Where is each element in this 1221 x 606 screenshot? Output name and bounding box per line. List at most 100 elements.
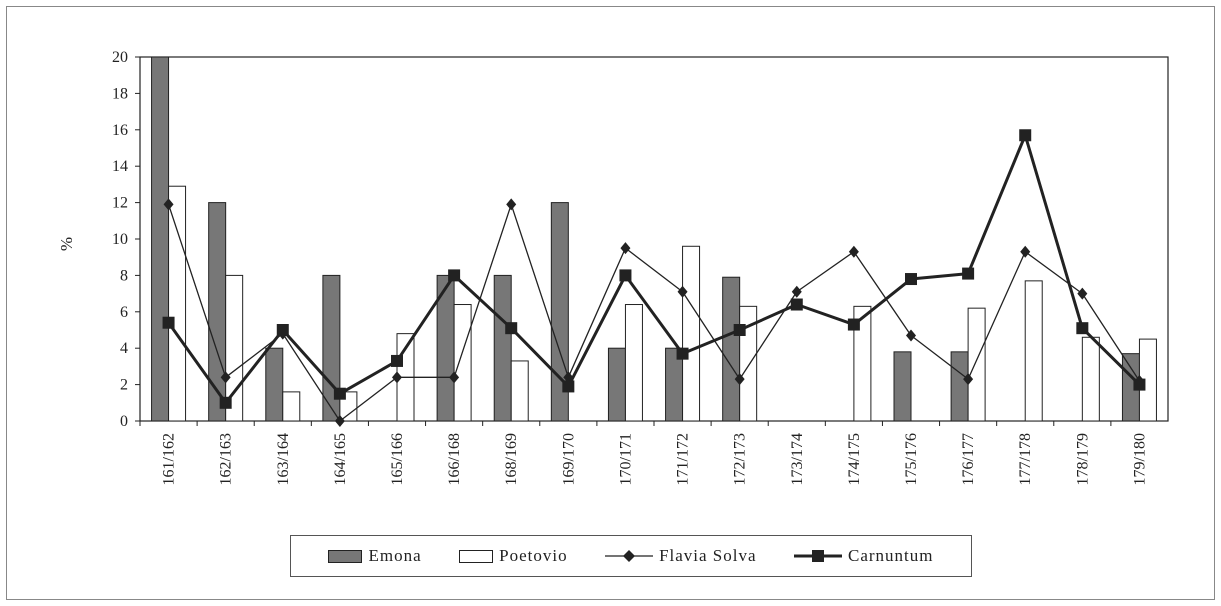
y-tick-label: 10 (112, 231, 128, 248)
bar-poetovio (853, 305, 872, 422)
point-flavia-solva (1020, 245, 1031, 258)
bar-poetovio (1024, 280, 1043, 422)
bar-emona (265, 347, 284, 422)
point-carnuntum (1076, 322, 1089, 335)
legend-swatch-emona (328, 549, 363, 563)
legend: Emona Poetovio Flavia Solva Carnuntum (290, 535, 972, 577)
point-carnuntum (562, 380, 575, 393)
bar-emona (950, 351, 969, 422)
point-carnuntum (905, 273, 917, 286)
bar-poetovio (168, 185, 187, 422)
x-tick-label: 179/180 (1131, 433, 1148, 485)
x-tick-label: 169/170 (560, 433, 577, 485)
point-carnuntum (676, 347, 689, 360)
bar-emona (151, 56, 170, 422)
line-carnuntum (167, 133, 1141, 405)
point-flavia-solva (734, 373, 745, 386)
x-tick-label: 161/162 (161, 433, 178, 485)
point-carnuntum (790, 298, 803, 311)
line-flavia-solva (167, 203, 1140, 422)
x-tick-label: 163/164 (275, 433, 292, 485)
point-flavia-solva (449, 371, 460, 384)
legend-label-poetovio: Poetovio (499, 546, 568, 565)
legend-swatch-carnuntum (794, 550, 843, 562)
chart-frame (6, 6, 1215, 600)
y-tick-label: 8 (120, 267, 128, 284)
bar-emona (493, 274, 512, 422)
bar-poetovio (682, 245, 701, 422)
x-tick-label: 172/173 (732, 433, 749, 485)
point-carnuntum (505, 322, 518, 335)
x-tick-label: 178/179 (1074, 433, 1091, 485)
point-flavia-solva (906, 329, 916, 342)
point-carnuntum (1019, 129, 1032, 142)
legend-label-flavia-solva: Flavia Solva (659, 546, 757, 565)
x-tick-label: 168/169 (503, 433, 520, 485)
x-tick-label: 165/166 (389, 433, 406, 485)
point-flavia-solva (848, 245, 859, 258)
x-tick-label: 174/175 (846, 433, 863, 485)
point-carnuntum (733, 324, 746, 336)
point-flavia-solva (791, 285, 802, 298)
x-tick-label: 175/176 (903, 433, 920, 485)
y-tick-label: 14 (112, 158, 128, 175)
point-flavia-solva (220, 371, 231, 384)
y-tick-label: 6 (120, 304, 128, 321)
plot-area: 0 2 4 6 8 10 12 14 16 18 20 161/162 162/163 163/164 16… (112, 49, 1169, 485)
point-flavia-solva (334, 415, 345, 427)
bar-emona (893, 351, 912, 422)
legend-item-flavia-solva: Flavia Solva (605, 546, 756, 566)
bar-poetovio (453, 304, 472, 422)
point-carnuntum (333, 387, 346, 400)
point-carnuntum (962, 267, 975, 280)
point-carnuntum (1133, 378, 1146, 391)
legend-label-emona: Emona (368, 546, 422, 565)
point-flavia-solva (963, 373, 974, 386)
legend-item-carnuntum: Carnuntum (794, 546, 934, 566)
point-flavia-solva (392, 371, 402, 384)
y-axis-label: % (57, 237, 76, 251)
y-tick-label: 16 (112, 122, 128, 139)
point-carnuntum (619, 269, 632, 282)
point-carnuntum (391, 354, 403, 367)
y-tick-label: 4 (120, 340, 128, 357)
x-tick-label: 176/177 (960, 433, 977, 485)
point-flavia-solva (620, 242, 631, 255)
x-tick-label: 166/168 (446, 433, 463, 485)
point-carnuntum (847, 318, 860, 331)
point-flavia-solva (163, 198, 174, 211)
point-carnuntum (448, 269, 461, 282)
x-tick-label: 171/172 (675, 433, 692, 485)
point-carnuntum (162, 316, 175, 329)
legend-label-carnuntum: Carnuntum (848, 546, 934, 565)
x-tick-label: 170/171 (617, 433, 634, 485)
bar-emona (607, 347, 626, 422)
legend-swatch-poetovio (459, 549, 494, 563)
bar-emona (722, 276, 741, 422)
plot-border (139, 56, 1169, 422)
y-tick-label: 18 (112, 85, 128, 102)
bar-poetovio (624, 304, 643, 422)
x-tick-label: 173/174 (789, 433, 806, 485)
legend-swatch-flavia-solva (605, 550, 654, 562)
y-tick-label: 12 (112, 195, 128, 212)
point-flavia-solva (506, 198, 517, 211)
bar-poetovio (510, 360, 529, 422)
point-flavia-solva (1077, 287, 1088, 300)
y-tick-label: 2 (120, 377, 128, 394)
x-tick-label: 177/178 (1017, 433, 1034, 485)
legend-item-poetovio: Poetovio (459, 546, 567, 566)
legend-item-emona: Emona (328, 546, 421, 566)
x-tick-label: 162/163 (218, 433, 235, 485)
bar-emona (322, 274, 341, 422)
y-tick-label: 20 (112, 49, 128, 66)
point-carnuntum (276, 324, 289, 336)
point-carnuntum (219, 396, 232, 409)
point-flavia-solva (677, 285, 688, 298)
y-tick-label: 0 (120, 413, 128, 430)
bar-poetovio (282, 391, 301, 422)
bar-emona (208, 202, 227, 422)
x-tick-label: 164/165 (332, 433, 349, 485)
bar-poetovio (967, 307, 986, 422)
